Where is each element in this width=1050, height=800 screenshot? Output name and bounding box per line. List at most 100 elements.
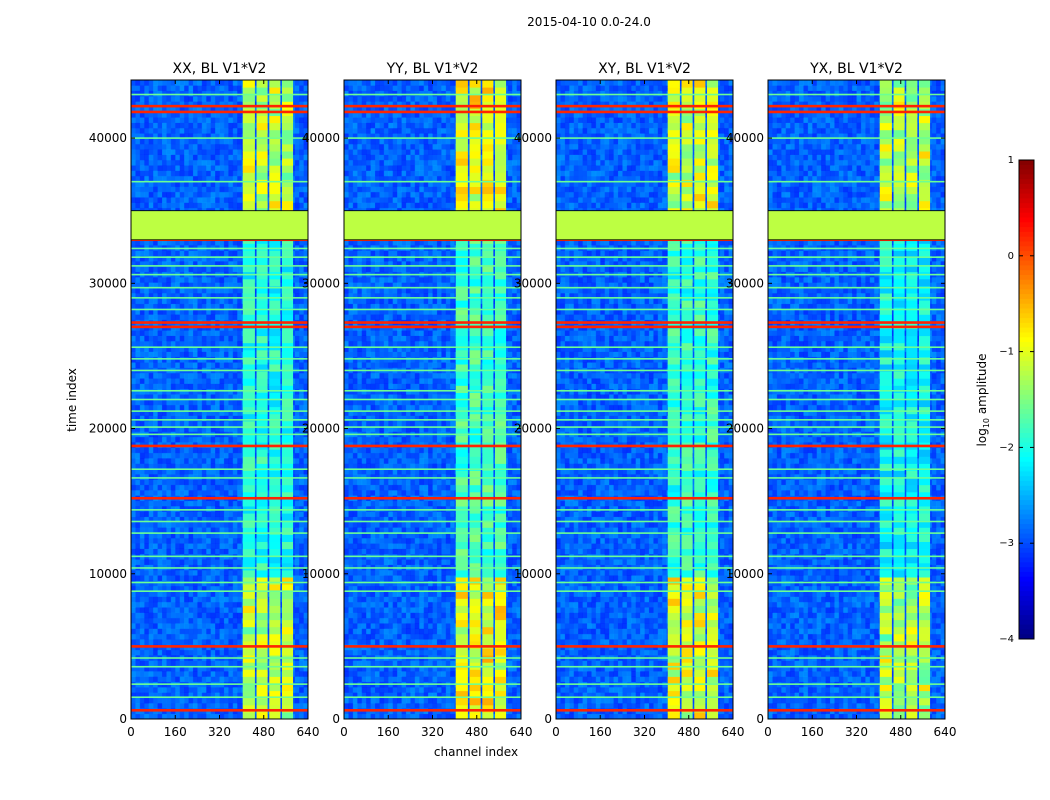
noise-cell [148,127,154,134]
noise-cell [188,356,194,363]
noise-cell [299,575,304,581]
noise-cell [139,303,145,310]
noise-cell [148,692,154,699]
noise-cell [144,394,150,400]
noise-cell [131,394,136,400]
noise-cell [201,394,207,400]
noise-cell [223,447,229,454]
noise-cell [201,410,207,416]
noise-cell [175,111,181,118]
subband-cell [242,271,255,280]
noise-cell [228,458,234,464]
subband-cell [256,399,268,408]
noise-cell [144,165,150,171]
noise-cell [135,511,141,518]
noise-cell [188,639,194,645]
noise-cell [192,170,198,177]
noise-cell [303,293,308,299]
noise-cell [303,175,308,182]
noise-cell [210,591,216,597]
noise-cell [294,623,300,629]
noise-cell [215,687,220,693]
noise-cell [210,697,216,704]
noise-cell [179,340,185,347]
noise-cell [219,388,225,395]
noise-cell [206,436,212,443]
noise-cell [161,383,167,390]
noise-cell [170,80,176,86]
noise-cell [237,703,243,709]
noise-cell [219,372,225,379]
noise-cell [223,250,229,257]
noise-cell [215,378,220,384]
noise-cell [188,617,194,624]
noise-cell [188,484,194,491]
noise-cell [237,474,243,480]
noise-cell [215,463,220,470]
noise-cell [170,575,176,581]
noise-cell [188,420,194,427]
noise-cell [201,527,207,534]
noise-cell [184,521,189,528]
noise-cell [197,261,203,267]
subband-cell [269,619,281,628]
subband-cell [256,569,268,578]
noise-cell [179,601,185,608]
noise-cell [135,122,141,129]
noise-cell [144,138,150,145]
noise-cell [131,676,136,683]
noise-cell [139,80,145,86]
noise-cell [131,106,136,113]
noise-cell [201,420,207,427]
noise-cell [166,138,172,145]
noise-cell [294,410,300,416]
noise-cell [206,346,212,352]
noise-cell [184,266,189,273]
noise-cell [303,250,308,257]
noise-cell [228,85,234,92]
noise-cell [175,490,181,496]
noise-cell [197,165,203,171]
noise-cell [210,122,216,129]
noise-cell [170,346,176,352]
subband-cell [242,697,255,706]
noise-cell [135,687,141,693]
noise-cell [223,468,229,475]
noise-cell [175,186,181,193]
noise-cell [139,628,145,635]
noise-cell [303,138,308,145]
noise-cell [166,458,172,464]
noise-cell [232,335,238,342]
noise-cell [184,250,189,257]
noise-cell [215,372,220,379]
noise-cell [232,591,238,597]
noise-cell [237,676,243,683]
noise-cell [179,639,185,645]
noise-cell [161,282,167,289]
noise-cell [232,500,238,507]
noise-cell [219,266,225,273]
noise-cell [228,335,234,342]
noise-cell [201,516,207,523]
subband-cell [242,470,255,479]
noise-cell [206,612,212,619]
noise-cell [219,159,225,166]
noise-cell [179,175,185,182]
noise-cell [219,591,225,597]
subband-cell [242,640,255,649]
noise-cell [232,362,238,368]
noise-cell [210,303,216,310]
noise-cell [179,671,185,677]
noise-cell [215,612,220,619]
noise-cell [166,575,172,581]
subband-cell [256,704,268,713]
noise-cell [131,415,136,422]
noise-cell [197,117,203,123]
noise-cell [294,490,300,496]
noise-cell [223,506,229,512]
noise-cell [206,404,212,411]
noise-cell [175,138,181,145]
noise-cell [219,181,225,187]
noise-cell [170,559,176,565]
noise-cell [179,426,185,432]
